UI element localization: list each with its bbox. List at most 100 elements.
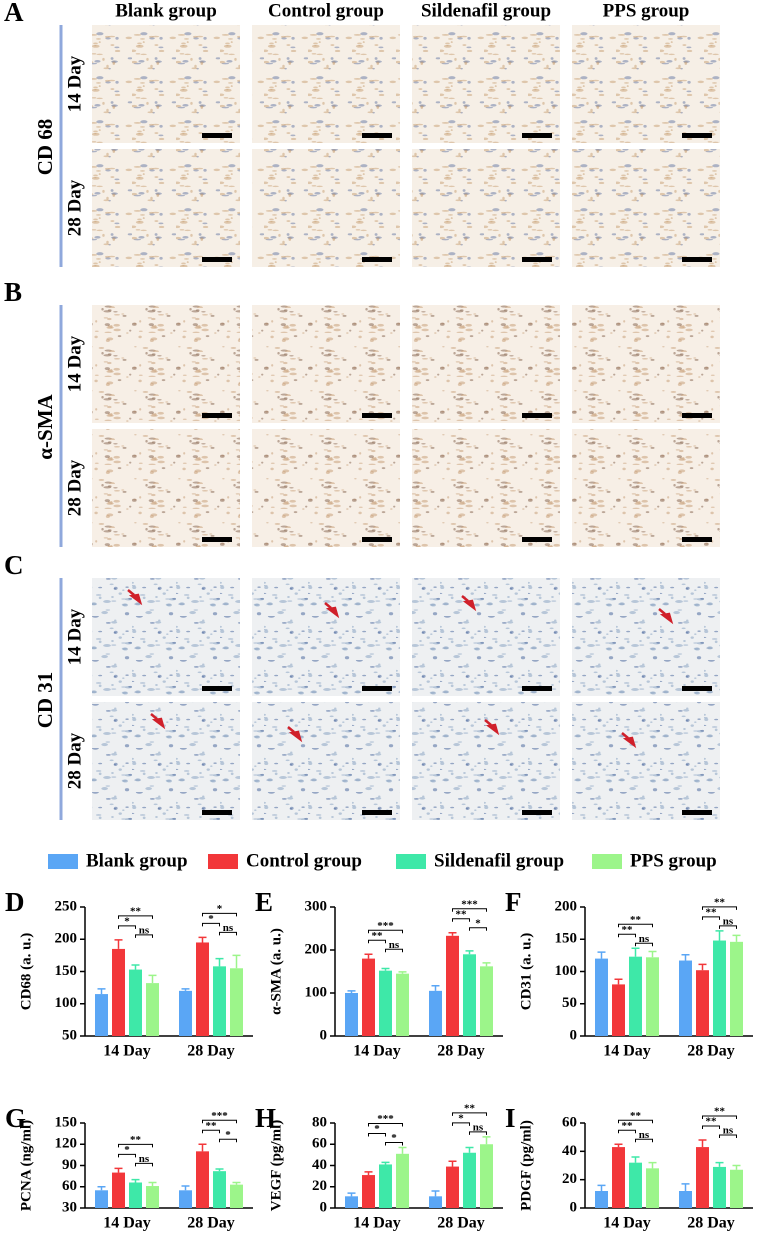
bar: [345, 1196, 358, 1208]
bar: [595, 1191, 608, 1208]
error-bar: [448, 932, 457, 936]
y-tick-label: 300: [305, 898, 328, 914]
histology-image: [92, 305, 240, 423]
y-tick-label: 60: [62, 1178, 77, 1194]
x-tick-label: 14 Day: [103, 1043, 151, 1060]
error-bar: [448, 1160, 457, 1167]
scale-bar: [362, 413, 392, 418]
error-bar: [381, 1161, 390, 1165]
significance-label: **: [464, 1102, 476, 1114]
histology-image: [572, 25, 720, 143]
marker-label: CD 31: [33, 672, 57, 729]
significance-label: *: [391, 1132, 397, 1144]
significance-label: ns: [639, 1129, 650, 1141]
y-tick-label: 200: [555, 898, 578, 914]
bar: [730, 941, 743, 1036]
significance-bracket: [118, 925, 136, 929]
error-bar: [715, 1161, 724, 1167]
bar: [446, 935, 459, 1036]
significance-bracket: [452, 918, 470, 922]
significance-bracket: [452, 1122, 470, 1126]
bar: [646, 1168, 659, 1208]
significance-label: *: [475, 917, 481, 929]
marker-label: α-SMA: [33, 393, 57, 459]
error-bar: [398, 1146, 407, 1154]
error-bar: [398, 971, 407, 974]
x-tick-label: 28 Day: [437, 1043, 485, 1060]
significance-bracket: [635, 1138, 653, 1143]
error-bar: [181, 1185, 190, 1191]
significance-bracket: [702, 1125, 720, 1129]
y-tick-label: 150: [55, 963, 78, 979]
histology-image: [252, 25, 400, 143]
error-bar: [648, 950, 657, 958]
y-tick-label: 30: [62, 1199, 77, 1215]
column-header: Blank group: [115, 0, 217, 21]
error-bar: [482, 962, 491, 967]
histology-image: [252, 578, 400, 696]
column-header: PPS group: [603, 0, 690, 21]
scale-bar: [522, 537, 552, 542]
bar: [429, 1196, 442, 1208]
x-tick-label: 28 Day: [687, 1043, 735, 1060]
row-label: 14 Day: [64, 608, 85, 665]
row-label: 28 Day: [64, 179, 85, 236]
error-bar: [97, 1186, 106, 1191]
error-bar: [698, 1139, 707, 1148]
arrow: [658, 608, 674, 625]
significance-label: ns: [639, 933, 650, 945]
error-bar: [347, 990, 356, 993]
significance-bracket: [135, 934, 153, 938]
significance-label: ***: [377, 920, 394, 932]
significance-bracket: [452, 1112, 487, 1116]
panel-letter: C: [4, 550, 24, 580]
legend-label: Blank group: [86, 850, 188, 871]
significance-bracket: [635, 942, 653, 947]
significance-label: *: [124, 915, 130, 927]
row-label: 14 Day: [64, 55, 85, 112]
error-bar: [364, 953, 373, 959]
x-tick-label: 14 Day: [603, 1215, 651, 1232]
y-axis-label: PDGF (pg/ml): [518, 1120, 534, 1211]
error-bar: [215, 1168, 224, 1172]
histology-image: [572, 305, 720, 423]
significance-label: **: [622, 924, 634, 936]
y-tick-label: 40: [312, 1157, 327, 1173]
significance-bracket: [219, 1138, 237, 1143]
histology-image: [412, 149, 560, 267]
error-bar: [597, 1184, 606, 1191]
significance-bracket: [719, 1134, 737, 1138]
y-tick-label: 0: [570, 1199, 578, 1215]
significance-bracket: [385, 1141, 403, 1146]
significance-bracket: [452, 908, 487, 912]
significance-bracket: [118, 1153, 136, 1158]
histology-image: [252, 702, 400, 820]
bar: [95, 1190, 108, 1208]
scale-bar: [682, 413, 712, 418]
histology-image: [92, 25, 240, 143]
significance-label: ns: [473, 1121, 484, 1133]
panel-letter: F: [505, 887, 522, 917]
y-tick-label: 50: [62, 1027, 77, 1043]
significance-label: ns: [723, 915, 734, 927]
bar: [612, 984, 625, 1036]
error-bar: [732, 1164, 741, 1170]
histology-image: [252, 305, 400, 423]
error-bar: [698, 963, 707, 971]
significance-bracket: [135, 1162, 153, 1167]
bar: [112, 1172, 125, 1208]
scale-bar: [362, 133, 392, 138]
significance-bracket: [219, 931, 237, 936]
legend-label: Sildenafil group: [434, 850, 564, 871]
histology-image: [412, 578, 560, 696]
error-bar: [381, 967, 390, 971]
x-tick-label: 28 Day: [187, 1215, 235, 1232]
scale-bar: [362, 257, 392, 262]
significance-bracket: [469, 927, 487, 931]
histology-image: [252, 429, 400, 547]
histology-image: [92, 702, 240, 820]
histology-image: [412, 305, 560, 423]
error-bar: [232, 954, 241, 969]
error-bar: [114, 939, 123, 949]
significance-label: **: [622, 1120, 634, 1132]
